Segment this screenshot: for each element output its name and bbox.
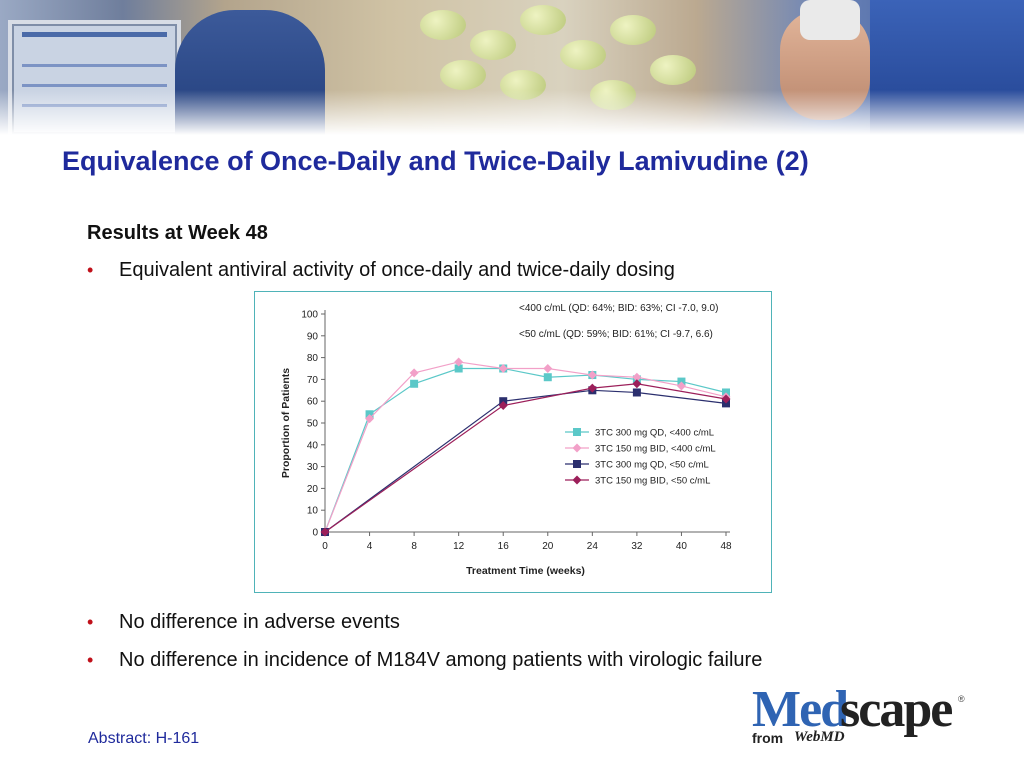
legend-label: 3TC 150 mg BID, <50 c/mL (595, 476, 710, 487)
x-tick-label: 0 (322, 541, 328, 552)
y-axis-label: Proportion of Patients (280, 368, 292, 478)
y-tick-label: 100 (301, 310, 318, 321)
slide-title: Equivalence of Once-Daily and Twice-Dail… (62, 146, 809, 176)
chart-panel: 0 10 20 30 40 50 60 70 80 90 100 0 4 8 12 16 20 24 32 40 48 T… (254, 291, 772, 593)
x-tick-label: 48 (720, 541, 732, 552)
bullet-icon: • (87, 650, 94, 670)
y-tick-label: 10 (307, 506, 319, 517)
bullet-icon: • (87, 260, 94, 280)
data-point (410, 379, 419, 388)
data-point (498, 364, 508, 373)
y-tick-label: 0 (312, 528, 318, 539)
data-point (543, 364, 553, 373)
data-point (365, 414, 375, 424)
y-tick-label: 20 (307, 484, 319, 495)
series-line (324, 367, 727, 533)
medscape-logo: Med scape ® from WebMD (752, 681, 965, 746)
pill-image (420, 10, 466, 40)
legend-marker (572, 475, 582, 485)
bullet-item-1: • Equivalent antiviral activity of once-d… (87, 259, 675, 282)
bullet-text: No difference in incidence of M184V amon… (119, 649, 763, 671)
legend-label: 3TC 150 mg BID, <400 c/mL (595, 444, 716, 455)
data-point (454, 364, 463, 373)
x-tick-label: 8 (411, 541, 417, 552)
legend-marker (573, 428, 581, 436)
x-tick-label: 40 (676, 541, 688, 552)
data-point (632, 379, 642, 389)
legend-label: 3TC 300 mg QD, <400 c/mL (595, 428, 714, 439)
legend-label: 3TC 300 mg QD, <50 c/mL (595, 460, 709, 471)
x-tick-label: 32 (631, 541, 643, 552)
bullet-text: No difference in adverse events (119, 611, 400, 633)
series-line (324, 383, 727, 533)
y-tick-label: 30 (307, 462, 319, 473)
y-tick-label: 80 (307, 353, 319, 364)
x-tick-label: 16 (498, 541, 510, 552)
y-tick-label: 50 (307, 419, 319, 430)
data-point (676, 381, 686, 391)
data-point (454, 357, 464, 367)
bullet-text: Equivalent antiviral activity of once-da… (119, 259, 675, 281)
annotation-text: <400 c/mL (QD: 64%; BID: 63%; CI -7.0, 9… (519, 303, 718, 314)
legend-marker (572, 443, 582, 453)
data-point (409, 368, 419, 378)
x-tick-label: 12 (453, 541, 465, 552)
x-axis-label: Treatment Time (weeks) (466, 565, 585, 577)
annotation-text: <50 c/mL (QD: 59%; BID: 61%; CI -9.7, 6.… (519, 329, 713, 340)
x-tick-label: 20 (542, 541, 554, 552)
header-banner-image (0, 0, 1024, 135)
x-tick-label: 24 (587, 541, 599, 552)
data-point (587, 383, 597, 393)
data-point (721, 394, 731, 404)
y-tick-label: 40 (307, 440, 319, 451)
data-point (498, 401, 508, 411)
data-point (587, 370, 597, 380)
data-point (632, 372, 642, 382)
bullet-item-2: • No difference in adverse events (87, 611, 400, 634)
results-subheading: Results at Week 48 (87, 222, 268, 244)
data-point (320, 527, 330, 537)
series-line (324, 361, 727, 533)
bullet-icon: • (87, 612, 94, 632)
y-tick-label: 70 (307, 375, 319, 386)
x-tick-label: 4 (367, 541, 373, 552)
legend-marker (573, 460, 581, 468)
data-point (543, 373, 552, 382)
abstract-reference: Abstract: H-161 (88, 730, 200, 747)
bullet-item-3: • No difference in incidence of M184V amo… (87, 649, 762, 672)
y-tick-label: 60 (307, 397, 319, 408)
y-tick-label: 90 (307, 331, 319, 342)
data-point (632, 388, 641, 397)
pill-bottle-image (800, 0, 860, 40)
